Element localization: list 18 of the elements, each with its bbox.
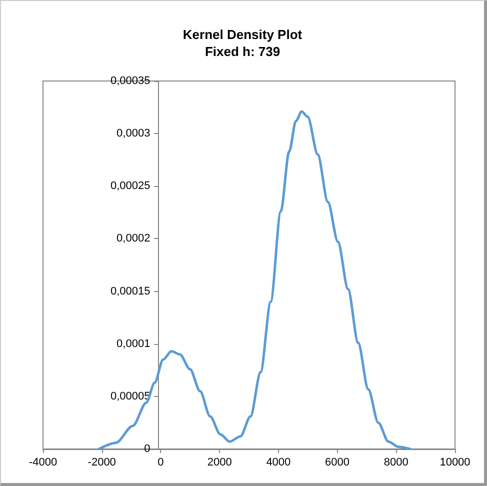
x-tick-label: 10000 [440,456,470,468]
x-tick-label: -2000 [88,456,116,468]
chart-subtitle: Fixed h: 739 [204,44,280,59]
x-tick-label: 8000 [384,456,408,468]
x-tick-label: 2000 [207,456,232,468]
y-tick-label: 0,0002 [116,232,150,245]
y-tick-label: 0,0003 [116,128,150,140]
x-tick-label: -4000 [28,456,58,468]
x-tick-label: 0 [158,456,164,468]
line-series [98,110,412,450]
x-tick-label: 6000 [325,456,350,468]
y-tick-label: 0 [144,443,150,455]
y-tick-label: 0,00025 [110,180,150,192]
x-tick-label: 4000 [266,456,291,468]
y-tick-label: 0,0001 [116,338,150,350]
chart-title: Kernel Density Plot [182,27,303,42]
y-tick-label: 0,00035 [110,75,150,87]
y-tick-label: 0,00015 [110,285,150,298]
